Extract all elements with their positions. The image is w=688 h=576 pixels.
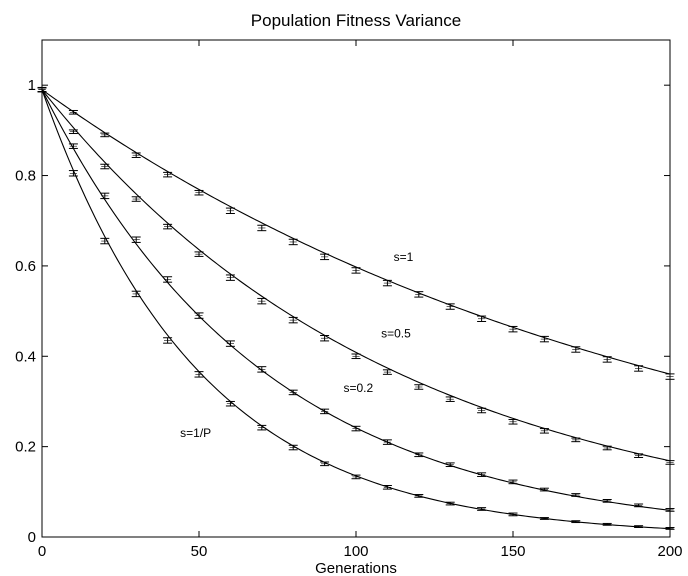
y-tick-label: 0.6 <box>15 258 36 275</box>
series-line-1 <box>41 89 671 375</box>
series-label: s=0.5 <box>381 327 411 341</box>
plot-frame <box>41 39 671 538</box>
plot-area: 0 50 100 150 200 0 0.2 0.4 0.6 0.8 1 s=1 s=0.5 s=0.2 s… <box>15 39 683 560</box>
series-label: s=1 <box>394 250 414 264</box>
x-tick-label: 200 <box>657 543 682 560</box>
series-label: s=1/P <box>180 426 211 440</box>
y-tick-label: 0.4 <box>15 348 36 365</box>
x-tick-label: 50 <box>191 543 208 560</box>
series-label: s=0.2 <box>343 381 373 395</box>
x-tick-label: 100 <box>343 543 368 560</box>
y-tick-label: 0 <box>28 529 36 546</box>
series-line-2 <box>41 89 671 462</box>
x-tick-label: 150 <box>500 543 525 560</box>
y-tick-label: 0.8 <box>15 168 36 185</box>
chart-title: Population Fitness Variance <box>251 11 461 30</box>
x-tick-label: 0 <box>38 543 46 560</box>
y-tick-label: 1 <box>28 77 36 94</box>
y-tick-label: 0.2 <box>15 439 36 456</box>
x-axis-label: Generations <box>315 560 397 576</box>
